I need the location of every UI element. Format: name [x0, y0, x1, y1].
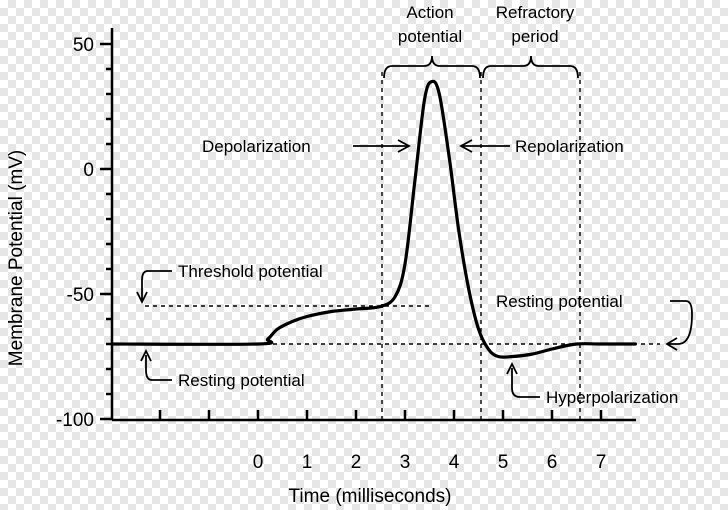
resting-right-bracket: [668, 300, 693, 345]
refractory-period-brace: [482, 55, 579, 79]
y-tick-label: -100: [56, 410, 94, 431]
resting-left-arrowhead: [140, 348, 152, 362]
action-potential-label-line2: potential: [398, 27, 462, 46]
y-tick-label: 50: [73, 35, 94, 56]
x-tick-label: 1: [302, 452, 313, 473]
x-tick-label: 7: [596, 452, 607, 473]
x-tick-label: 0: [253, 452, 264, 473]
hyperpolarization-arrowhead: [506, 361, 518, 375]
threshold-potential-label: Threshold potential: [178, 262, 323, 281]
depolarization-label: Depolarization: [202, 137, 311, 156]
repolarization-label: Repolarization: [515, 137, 624, 156]
y-tick-label: -50: [67, 285, 94, 306]
threshold-arrowhead: [136, 291, 148, 305]
tick-labels: 50 0 -50 -100 0 1 2 3 4 5 6 7: [56, 35, 606, 473]
action-potential-brace: [383, 55, 481, 79]
x-tick-label: 5: [498, 452, 509, 473]
hyperpolarization-bracket: [511, 368, 540, 398]
axis-ticks: [100, 42, 603, 421]
repolarization-arrowhead: [459, 139, 473, 153]
action-potential-label-line1: Action: [406, 3, 453, 22]
resting-right-arrowhead: [665, 337, 678, 351]
x-axis-title: Time (milliseconds): [289, 486, 452, 507]
resting-left-bracket: [145, 355, 172, 381]
x-tick-label: 6: [547, 452, 558, 473]
hyperpolarization-label: Hyperpolarization: [546, 388, 678, 407]
resting-potential-left-label: Resting potential: [178, 371, 305, 390]
x-tick-label: 2: [351, 452, 362, 473]
refractory-period-label-line1: Refractory: [496, 3, 575, 22]
x-tick-label: 4: [449, 452, 460, 473]
membrane-potential-curve: [110, 79, 637, 359]
resting-potential-right-label: Resting potential: [496, 292, 623, 311]
depolarization-arrowhead: [397, 139, 411, 153]
y-axis-title: Membrane Potential (mV): [6, 150, 27, 366]
y-tick-label: 0: [83, 160, 94, 181]
x-tick-label: 3: [400, 452, 411, 473]
threshold-bracket: [141, 270, 172, 300]
refractory-period-label-line2: period: [511, 27, 558, 46]
